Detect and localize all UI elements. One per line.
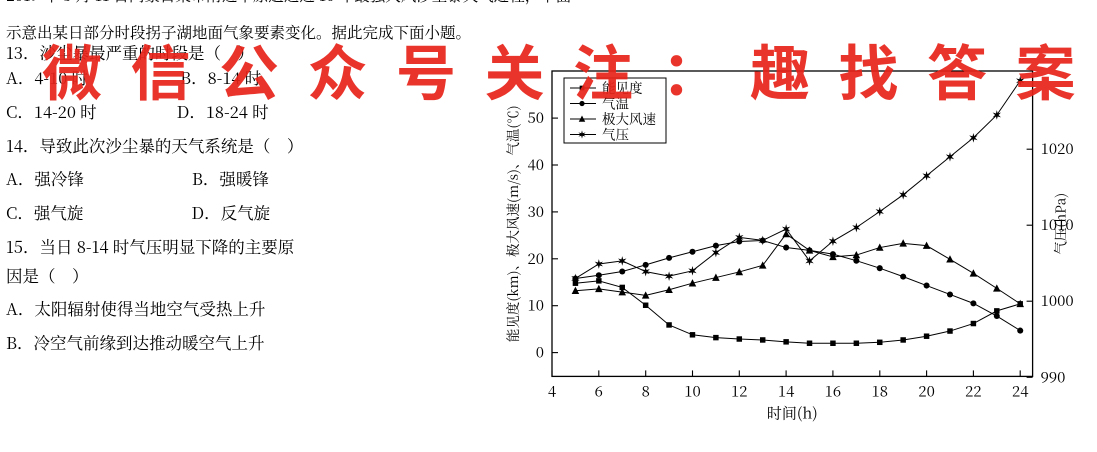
- svg-text:24: 24: [1012, 380, 1029, 401]
- svg-text:990: 990: [1041, 366, 1066, 387]
- svg-text:12: 12: [731, 380, 748, 401]
- svg-text:1000: 1000: [1041, 290, 1074, 311]
- svg-text:0: 0: [536, 342, 544, 363]
- svg-text:40: 40: [527, 154, 544, 175]
- svg-text:22: 22: [965, 380, 982, 401]
- svg-text:18: 18: [872, 380, 889, 401]
- svg-text:20: 20: [527, 248, 544, 269]
- svg-text:1020: 1020: [1041, 138, 1074, 159]
- svg-text:8: 8: [642, 380, 650, 401]
- svg-text:4: 4: [548, 380, 556, 401]
- svg-text:时间(h): 时间(h): [767, 402, 818, 423]
- svg-text:10: 10: [684, 380, 701, 401]
- svg-text:6: 6: [595, 380, 603, 401]
- svg-text:气压(hPa): 气压(hPa): [1050, 193, 1070, 255]
- svg-text:16: 16: [825, 380, 842, 401]
- svg-text:气压: 气压: [602, 124, 630, 144]
- svg-text:14: 14: [778, 380, 795, 401]
- svg-text:10: 10: [527, 295, 544, 316]
- svg-text:20: 20: [918, 380, 935, 401]
- svg-text:能见度(km)、极大风速(m/s)、气温(℃): 能见度(km)、极大风速(m/s)、气温(℃): [502, 105, 522, 342]
- svg-text:30: 30: [527, 201, 544, 222]
